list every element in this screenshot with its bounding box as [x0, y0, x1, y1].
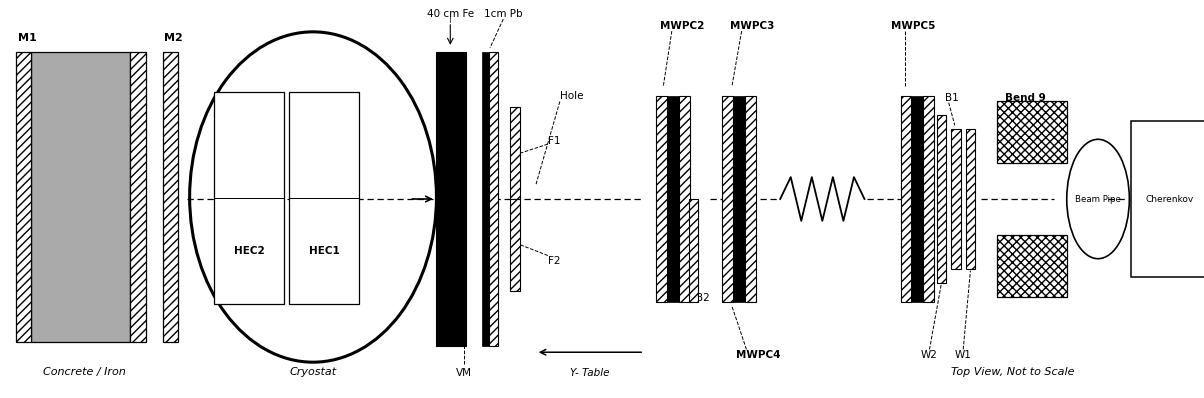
Bar [667, 96, 679, 302]
Text: MWPC4: MWPC4 [737, 350, 780, 360]
Text: B1: B1 [945, 92, 958, 103]
Bar [733, 96, 745, 302]
Text: HEC2: HEC2 [234, 246, 265, 256]
Text: W1: W1 [955, 350, 972, 360]
Bar [997, 101, 1067, 163]
Bar [679, 96, 690, 302]
Bar [130, 52, 146, 342]
Bar [510, 199, 520, 291]
Bar [911, 96, 923, 302]
Bar [16, 52, 31, 342]
Text: W2: W2 [921, 350, 938, 360]
Text: Y- Table: Y- Table [571, 368, 609, 378]
Text: Hole: Hole [560, 90, 584, 101]
Bar [656, 96, 667, 302]
Text: VM: VM [455, 368, 472, 378]
Text: Cherenkov: Cherenkov [1145, 195, 1194, 203]
Text: 40 cm Fe: 40 cm Fe [426, 9, 474, 19]
Bar [997, 235, 1067, 297]
Text: Top View, Not to Scale: Top View, Not to Scale [951, 367, 1075, 377]
Text: HEC1: HEC1 [308, 246, 340, 256]
Bar [214, 92, 284, 304]
Text: F2: F2 [548, 256, 560, 266]
Bar [1131, 121, 1204, 277]
Text: Bend 9: Bend 9 [1005, 92, 1046, 103]
Text: 1cm Pb: 1cm Pb [484, 9, 523, 19]
Text: Cryostat: Cryostat [289, 367, 337, 377]
Text: M2: M2 [164, 33, 183, 43]
Bar [951, 129, 961, 269]
Text: Beam Pipe: Beam Pipe [1075, 195, 1121, 203]
Text: MWPC3: MWPC3 [730, 21, 774, 31]
Bar [289, 92, 359, 304]
Text: MWPC5: MWPC5 [891, 21, 936, 31]
Bar [966, 129, 975, 269]
Bar [901, 96, 911, 302]
Bar [482, 52, 489, 346]
Bar [510, 107, 520, 199]
Bar [31, 52, 130, 342]
Bar [937, 115, 946, 283]
Bar [745, 96, 756, 302]
Text: B2: B2 [696, 293, 709, 303]
Bar [722, 96, 733, 302]
Text: MWPC2: MWPC2 [660, 21, 704, 31]
Bar [163, 52, 178, 342]
Bar [436, 52, 466, 346]
Bar [489, 52, 498, 346]
Text: Concrete / Iron: Concrete / Iron [43, 367, 125, 377]
Bar [923, 96, 934, 302]
Text: F1: F1 [548, 136, 560, 146]
Text: M1: M1 [18, 33, 37, 43]
Bar [689, 199, 698, 302]
